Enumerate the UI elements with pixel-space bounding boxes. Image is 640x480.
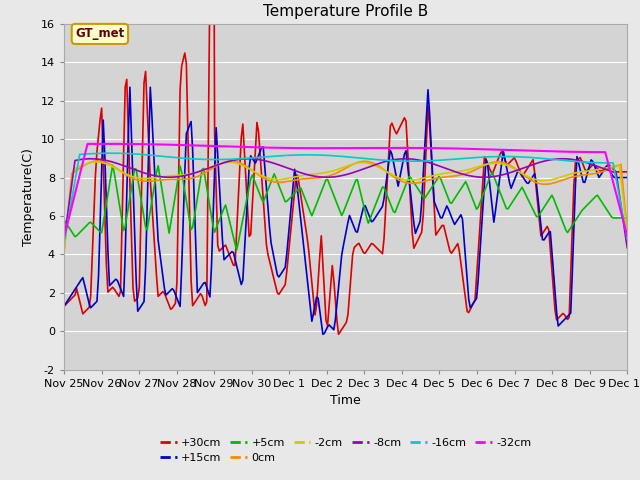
-16cm xyxy=(593,160,601,166)
0cm xyxy=(593,170,601,176)
0cm xyxy=(230,158,237,164)
0cm xyxy=(248,168,256,173)
-32cm xyxy=(60,235,68,240)
-16cm xyxy=(60,240,68,246)
-32cm xyxy=(131,141,138,147)
Line: +30cm: +30cm xyxy=(64,0,627,335)
+30cm xyxy=(308,280,316,286)
-2cm xyxy=(623,231,631,237)
-2cm xyxy=(593,167,601,173)
-8cm xyxy=(60,238,68,244)
0cm xyxy=(308,175,316,181)
-2cm xyxy=(258,173,266,179)
+5cm xyxy=(131,166,138,171)
+15cm xyxy=(248,156,256,161)
+5cm xyxy=(60,217,68,223)
-16cm xyxy=(308,152,316,158)
-8cm xyxy=(593,164,601,169)
+15cm xyxy=(623,175,631,180)
+5cm xyxy=(230,234,237,240)
-2cm xyxy=(230,160,237,166)
Title: Temperature Profile B: Temperature Profile B xyxy=(263,4,428,19)
-8cm xyxy=(230,157,237,163)
-32cm xyxy=(248,144,256,150)
+15cm xyxy=(308,318,316,324)
+5cm xyxy=(233,247,241,253)
-2cm xyxy=(308,171,316,177)
-2cm xyxy=(60,249,68,254)
-8cm xyxy=(131,167,138,172)
Line: +15cm: +15cm xyxy=(64,87,627,334)
+15cm xyxy=(126,84,134,90)
Line: -32cm: -32cm xyxy=(64,144,627,238)
Text: GT_met: GT_met xyxy=(76,27,125,40)
+15cm xyxy=(131,229,138,235)
-8cm xyxy=(248,156,256,162)
+30cm xyxy=(230,263,237,268)
X-axis label: Time: Time xyxy=(330,394,361,407)
0cm xyxy=(258,174,266,180)
-16cm xyxy=(230,156,237,162)
+5cm xyxy=(109,162,116,168)
-2cm xyxy=(93,159,100,165)
+30cm xyxy=(129,285,137,291)
Line: +5cm: +5cm xyxy=(64,165,627,250)
0cm xyxy=(623,228,631,233)
Line: -16cm: -16cm xyxy=(64,153,627,243)
+15cm xyxy=(258,144,266,150)
+5cm xyxy=(250,176,258,182)
-8cm xyxy=(87,156,95,162)
-16cm xyxy=(131,151,138,157)
-8cm xyxy=(623,245,631,251)
-16cm xyxy=(258,154,266,160)
+5cm xyxy=(310,209,317,215)
Line: -2cm: -2cm xyxy=(64,162,627,252)
+30cm xyxy=(248,204,256,210)
Line: -8cm: -8cm xyxy=(64,159,627,248)
-2cm xyxy=(131,174,138,180)
+15cm xyxy=(319,331,326,337)
-32cm xyxy=(593,149,601,155)
+15cm xyxy=(60,303,68,309)
+30cm xyxy=(595,167,603,173)
+30cm xyxy=(258,174,266,180)
Line: 0cm: 0cm xyxy=(64,161,627,253)
+30cm xyxy=(623,169,631,175)
-32cm xyxy=(623,233,631,239)
Y-axis label: Temperature(C): Temperature(C) xyxy=(22,148,35,246)
0cm xyxy=(60,251,68,256)
-2cm xyxy=(248,168,256,173)
-16cm xyxy=(108,150,115,156)
-16cm xyxy=(248,155,256,161)
+5cm xyxy=(623,215,631,221)
+30cm xyxy=(60,303,68,309)
-8cm xyxy=(308,173,316,179)
-32cm xyxy=(98,141,106,147)
-32cm xyxy=(230,144,237,150)
-32cm xyxy=(258,144,266,150)
+5cm xyxy=(259,199,267,205)
-32cm xyxy=(308,145,316,151)
-8cm xyxy=(258,157,266,163)
0cm xyxy=(131,176,138,182)
+30cm xyxy=(335,332,342,337)
Legend: +30cm, +15cm, +5cm, 0cm, -2cm, -8cm, -16cm, -32cm: +30cm, +15cm, +5cm, 0cm, -2cm, -8cm, -16… xyxy=(156,433,536,468)
-16cm xyxy=(623,236,631,241)
0cm xyxy=(95,158,102,164)
+5cm xyxy=(595,195,603,201)
+15cm xyxy=(230,250,237,255)
+15cm xyxy=(595,175,603,180)
